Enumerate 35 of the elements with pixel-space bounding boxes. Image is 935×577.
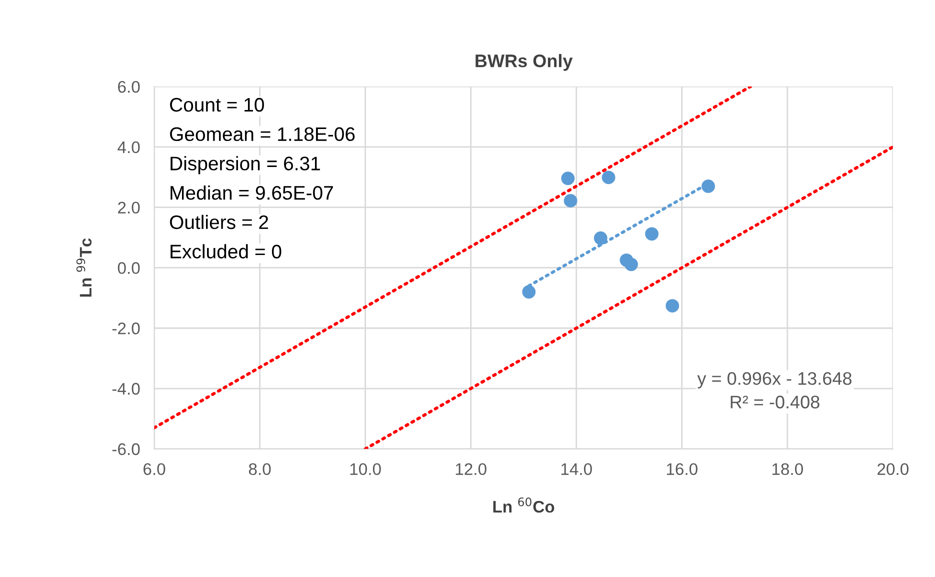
x-tick-label: 10.0 [350, 463, 381, 476]
annotation: R² = -0.408 [730, 396, 820, 408]
x-tick-label: 6.0 [144, 463, 166, 476]
x-tick-label: 14.0 [561, 463, 592, 476]
point [561, 172, 575, 186]
annotation: Excluded = 0 [170, 244, 282, 258]
point [522, 285, 536, 299]
annotation: y = 0.996x - 13.648 [697, 372, 852, 388]
chart-title: BWRs Only [476, 54, 573, 71]
annotation: Geomean = 1.18E-06 [170, 127, 355, 142]
y-tick-label: 6.0 [118, 80, 140, 93]
point [594, 231, 608, 245]
y-tick-label: 0.0 [118, 262, 140, 274]
annotation: Median = 9.65E-07 [170, 185, 333, 200]
y-tick-label: 4.0 [118, 141, 140, 154]
y-tick-label: -6.0 [112, 443, 140, 456]
point [645, 227, 659, 241]
x-tick-label: 12.0 [456, 463, 486, 476]
y-tick-label: 2.0 [118, 202, 140, 214]
x-tick-label: 16.0 [666, 463, 698, 476]
point [564, 194, 578, 208]
x-tick-label: 8.0 [248, 463, 271, 476]
y-axis-title: Ln $^{99}$Tc [76, 238, 92, 297]
x-axis-title: Ln $^{60}$Co [493, 497, 554, 513]
y-tick-label: -4.0 [112, 382, 140, 395]
x-tick-label: 18.0 [772, 463, 803, 476]
point [624, 258, 638, 272]
annotation: Count = 10 [170, 98, 264, 112]
annotation: Outliers = 2 [170, 214, 268, 230]
point [702, 179, 715, 193]
point [666, 299, 680, 312]
x-tick-label: 20.0 [878, 463, 908, 476]
annotation: Dispersion = 6.31 [170, 156, 320, 174]
y-tick-label: -2.0 [112, 322, 140, 334]
point [602, 170, 616, 184]
